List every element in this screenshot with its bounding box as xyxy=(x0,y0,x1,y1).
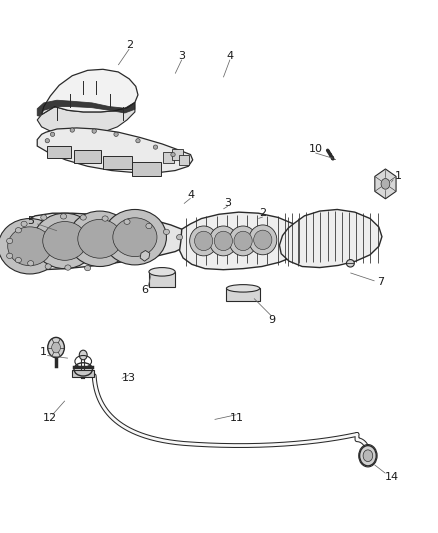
Polygon shape xyxy=(37,100,135,116)
Ellipse shape xyxy=(48,337,64,358)
Ellipse shape xyxy=(52,342,60,353)
Text: 14: 14 xyxy=(385,472,399,482)
Ellipse shape xyxy=(8,227,52,265)
Text: 4: 4 xyxy=(226,51,233,61)
Polygon shape xyxy=(172,149,183,160)
Polygon shape xyxy=(226,288,260,301)
Ellipse shape xyxy=(114,132,118,136)
Ellipse shape xyxy=(124,219,130,224)
Ellipse shape xyxy=(60,214,67,219)
Text: 5: 5 xyxy=(27,216,34,226)
Polygon shape xyxy=(72,370,94,377)
Text: 11: 11 xyxy=(230,414,244,423)
Ellipse shape xyxy=(190,226,218,256)
Ellipse shape xyxy=(28,261,34,266)
Polygon shape xyxy=(140,251,150,261)
Ellipse shape xyxy=(68,211,131,266)
Ellipse shape xyxy=(15,228,21,233)
Polygon shape xyxy=(42,69,138,115)
Ellipse shape xyxy=(103,209,166,265)
Text: 4: 4 xyxy=(187,190,194,199)
Ellipse shape xyxy=(381,179,390,189)
Ellipse shape xyxy=(163,229,170,235)
Ellipse shape xyxy=(45,139,49,143)
Polygon shape xyxy=(74,150,101,163)
Polygon shape xyxy=(103,156,131,169)
Polygon shape xyxy=(375,169,396,199)
Ellipse shape xyxy=(7,253,13,259)
Ellipse shape xyxy=(113,218,157,256)
Ellipse shape xyxy=(79,350,87,360)
Polygon shape xyxy=(163,152,174,163)
Ellipse shape xyxy=(194,231,213,251)
Polygon shape xyxy=(47,146,71,158)
Ellipse shape xyxy=(0,219,61,274)
Ellipse shape xyxy=(234,231,252,251)
Ellipse shape xyxy=(80,215,86,220)
Text: 2: 2 xyxy=(259,208,266,218)
Polygon shape xyxy=(37,102,135,134)
Text: 1: 1 xyxy=(40,347,47,357)
Ellipse shape xyxy=(92,129,96,133)
Ellipse shape xyxy=(177,235,183,240)
Text: 10: 10 xyxy=(308,144,322,154)
Ellipse shape xyxy=(50,132,55,136)
Ellipse shape xyxy=(21,221,27,227)
Ellipse shape xyxy=(43,222,87,260)
Polygon shape xyxy=(149,272,175,287)
Polygon shape xyxy=(279,209,382,268)
Ellipse shape xyxy=(136,139,140,143)
Ellipse shape xyxy=(41,215,47,220)
Ellipse shape xyxy=(15,257,21,263)
Ellipse shape xyxy=(102,216,108,221)
Ellipse shape xyxy=(226,285,260,292)
Polygon shape xyxy=(4,213,191,270)
Text: 7: 7 xyxy=(378,278,385,287)
Ellipse shape xyxy=(363,450,373,462)
Ellipse shape xyxy=(229,226,257,256)
Ellipse shape xyxy=(146,223,152,229)
Ellipse shape xyxy=(85,265,91,271)
Ellipse shape xyxy=(45,264,51,269)
Polygon shape xyxy=(37,128,193,173)
Ellipse shape xyxy=(346,260,354,267)
Ellipse shape xyxy=(153,145,158,149)
Polygon shape xyxy=(179,155,189,165)
Ellipse shape xyxy=(65,265,71,270)
Text: 3: 3 xyxy=(178,51,185,61)
Ellipse shape xyxy=(33,213,96,269)
Ellipse shape xyxy=(70,128,74,132)
Ellipse shape xyxy=(171,152,175,157)
Text: 2: 2 xyxy=(126,41,133,50)
Ellipse shape xyxy=(7,238,13,244)
Text: 9: 9 xyxy=(268,315,275,325)
Ellipse shape xyxy=(78,220,122,258)
Ellipse shape xyxy=(209,226,237,256)
Ellipse shape xyxy=(214,231,233,251)
Ellipse shape xyxy=(149,268,175,276)
Ellipse shape xyxy=(254,230,272,249)
Ellipse shape xyxy=(360,446,376,466)
Text: 3: 3 xyxy=(224,198,231,207)
Text: 6: 6 xyxy=(141,286,148,295)
Text: 1: 1 xyxy=(395,171,402,181)
Polygon shape xyxy=(132,162,161,176)
Polygon shape xyxy=(180,212,304,270)
Text: 12: 12 xyxy=(43,414,57,423)
Ellipse shape xyxy=(249,225,277,255)
Text: 13: 13 xyxy=(122,374,136,383)
